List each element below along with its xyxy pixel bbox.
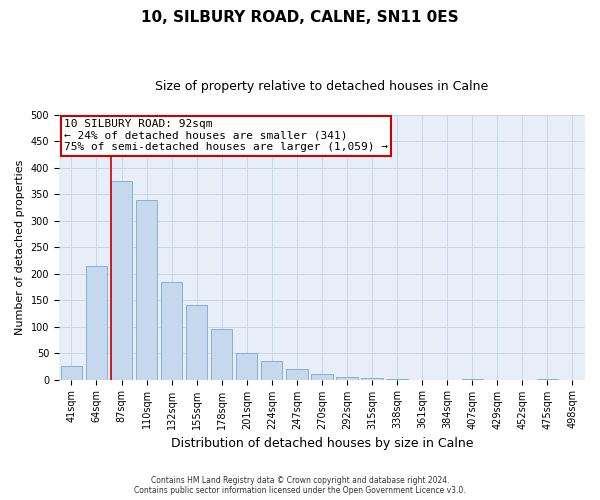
Text: 10 SILBURY ROAD: 92sqm
← 24% of detached houses are smaller (341)
75% of semi-de: 10 SILBURY ROAD: 92sqm ← 24% of detached… (64, 119, 388, 152)
Bar (186, 306, 208, 380)
Bar (537, 379, 558, 380)
Bar (311, 374, 332, 380)
Bar (361, 378, 383, 380)
Bar (236, 353, 257, 380)
Bar (61, 366, 82, 380)
Title: Size of property relative to detached houses in Calne: Size of property relative to detached ho… (155, 80, 488, 93)
Bar (261, 361, 283, 380)
X-axis label: Distribution of detached houses by size in Calne: Distribution of detached houses by size … (171, 437, 473, 450)
Bar (111, 181, 132, 380)
Bar (337, 377, 358, 380)
Bar (136, 200, 157, 380)
Y-axis label: Number of detached properties: Number of detached properties (15, 160, 25, 335)
Bar (286, 369, 308, 380)
Bar (386, 379, 408, 380)
Bar (161, 282, 182, 380)
Bar (211, 330, 232, 380)
Bar (86, 266, 107, 380)
Text: Contains HM Land Registry data © Crown copyright and database right 2024.
Contai: Contains HM Land Registry data © Crown c… (134, 476, 466, 495)
Bar (461, 379, 483, 380)
Text: 10, SILBURY ROAD, CALNE, SN11 0ES: 10, SILBURY ROAD, CALNE, SN11 0ES (141, 10, 459, 25)
